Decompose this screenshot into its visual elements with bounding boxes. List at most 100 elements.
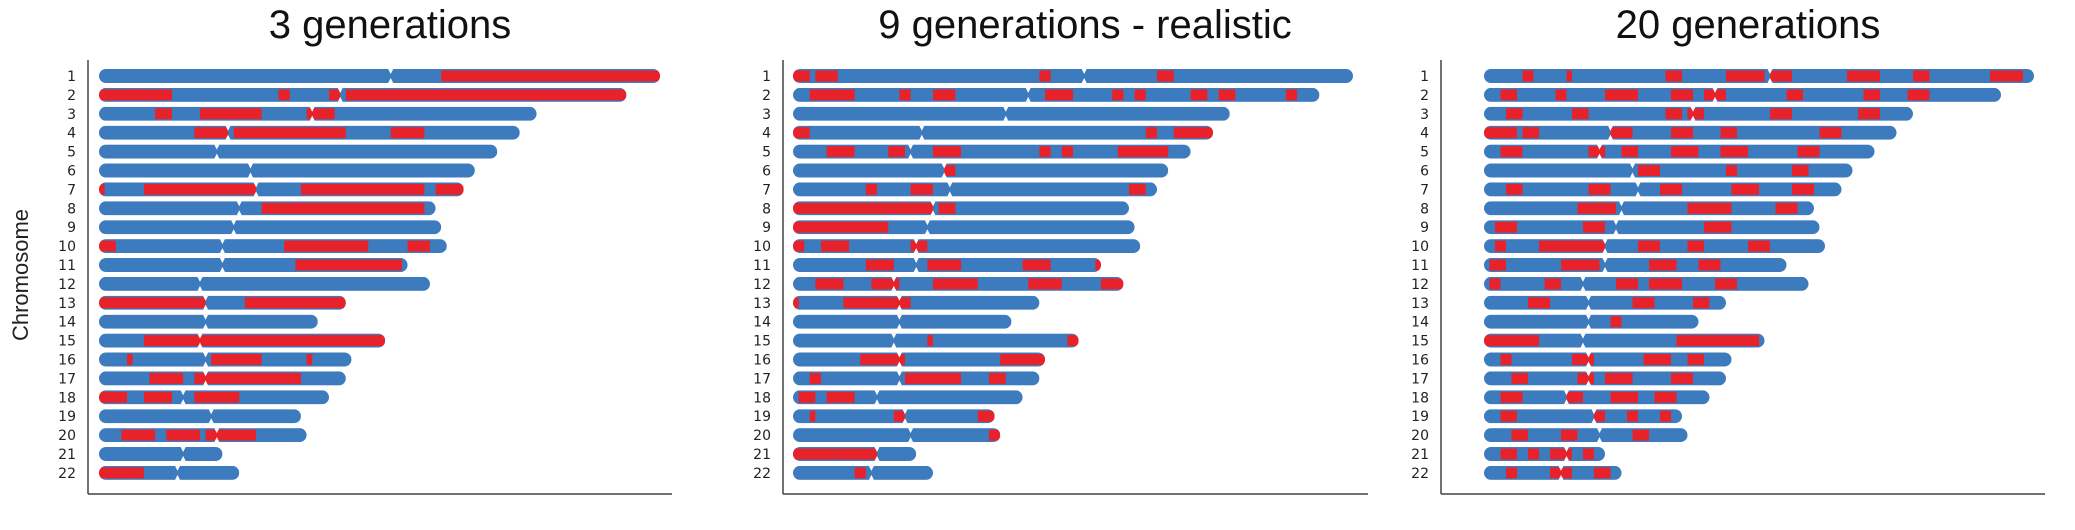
painted-segment — [1748, 240, 1770, 252]
centromere-notch — [913, 258, 920, 263]
painted-segment — [899, 89, 911, 101]
painted-segment — [261, 202, 425, 214]
chromosome-11 — [793, 258, 1101, 272]
chromosome-bar — [1484, 220, 1820, 235]
chromosome-16 — [793, 352, 1045, 367]
chromosome-tick-label: 4 — [67, 126, 76, 142]
painted-segment — [1638, 240, 1660, 252]
centromere-notch — [1563, 390, 1570, 396]
painted-segment — [1566, 70, 1572, 82]
chromosome-11 — [1484, 258, 1787, 272]
centromere-notch — [202, 314, 209, 320]
centromere-notch — [196, 285, 203, 291]
chromosome-tick-label: 10 — [1411, 239, 1429, 255]
centromere-notch — [1635, 182, 1641, 188]
chromosome-tick-label: 3 — [762, 107, 771, 123]
centromere-notch — [309, 106, 316, 112]
centromere-notch — [1596, 153, 1603, 159]
centromere-notch — [868, 474, 875, 480]
chromosome-13 — [793, 295, 1040, 310]
centromere-notch — [1607, 134, 1614, 140]
painted-segment — [1506, 108, 1523, 120]
painted-segment — [1605, 89, 1638, 101]
chromosome-bar — [793, 163, 1169, 178]
chromosome-tick-label: 7 — [762, 182, 771, 198]
painted-segment — [927, 259, 961, 271]
chromosome-13 — [99, 295, 346, 310]
centromere-notch — [1690, 106, 1696, 112]
chromosome-tick-label: 11 — [58, 258, 76, 274]
centromere-notch — [1602, 258, 1608, 263]
centromere-notch — [941, 163, 948, 169]
chromosome-bar — [793, 106, 1230, 121]
centromere-notch — [907, 144, 914, 150]
painted-segment — [1660, 410, 1671, 422]
centromere-notch — [896, 380, 903, 386]
chromosome-tick-label: 2 — [1420, 88, 1429, 104]
painted-segment — [1715, 278, 1737, 290]
painted-segment — [99, 240, 116, 252]
painted-segment — [1583, 448, 1594, 460]
centromere-notch — [1602, 267, 1608, 272]
chromosome-bar — [1484, 276, 1809, 291]
centromere-notch — [1558, 474, 1564, 480]
painted-segment — [1693, 297, 1710, 309]
centromere-notch — [1563, 447, 1570, 452]
painted-segment — [1588, 183, 1611, 195]
chromosome-tick-label: 9 — [762, 220, 771, 236]
chromosome-8 — [793, 201, 1129, 216]
chromosome-tick-label: 11 — [1411, 258, 1429, 274]
centromere-notch — [924, 229, 931, 235]
chromosome-bar — [793, 333, 1079, 348]
centromere-notch — [225, 125, 232, 131]
chromosome-bar — [793, 239, 1141, 254]
chromosome-tick-label: 3 — [67, 107, 76, 123]
painted-segment — [1792, 183, 1814, 195]
centromere-notch — [213, 144, 220, 150]
centromere-notch — [890, 333, 897, 339]
painted-segment — [793, 221, 889, 233]
painted-segment — [793, 448, 833, 460]
chromosome-bar — [793, 295, 1040, 310]
chromosome-tick-label: 5 — [1420, 145, 1429, 161]
painted-segment — [927, 335, 933, 347]
painted-segment — [155, 108, 172, 120]
painted-segment — [1561, 259, 1600, 271]
centromere-notch — [247, 163, 254, 169]
centromere-notch — [941, 172, 948, 178]
centromere-notch — [1613, 229, 1619, 235]
chromosome-18 — [793, 390, 1023, 405]
chromosome-9 — [793, 220, 1135, 235]
centromere-notch — [337, 96, 344, 102]
chromosome-tick-label: 18 — [753, 390, 771, 406]
centromere-notch — [213, 153, 220, 159]
chromosome-9 — [99, 220, 442, 235]
chromosome-1 — [99, 69, 660, 83]
centromere-notch — [253, 191, 260, 197]
painted-segment — [815, 70, 838, 82]
chromosome-tick-label: 10 — [753, 239, 771, 255]
centromere-notch — [896, 314, 903, 320]
chromosome-tick-label: 3 — [1420, 107, 1429, 123]
painted-segment — [390, 127, 425, 139]
chromosome-tick-label: 20 — [58, 428, 76, 444]
painted-segment — [1770, 108, 1792, 120]
painted-segment — [888, 146, 905, 158]
painted-segment — [1687, 108, 1704, 120]
chromosome-14 — [1484, 314, 1699, 329]
painted-segment — [244, 297, 346, 309]
painted-segment — [1511, 429, 1528, 441]
chromosome-bar — [99, 144, 498, 159]
centromere-notch — [868, 465, 875, 471]
painted-segment — [99, 183, 105, 195]
chromosome-tick-label: 5 — [762, 145, 771, 161]
painted-segment — [1572, 108, 1589, 120]
centromere-notch — [1563, 456, 1570, 461]
centromere-notch — [1613, 220, 1619, 226]
painted-segment — [1039, 146, 1051, 158]
chromosome-bar — [99, 314, 318, 329]
chromosome-20 — [1484, 428, 1688, 443]
painted-segment — [1061, 146, 1073, 158]
painted-segment — [1671, 372, 1693, 384]
painted-segment — [910, 183, 933, 195]
